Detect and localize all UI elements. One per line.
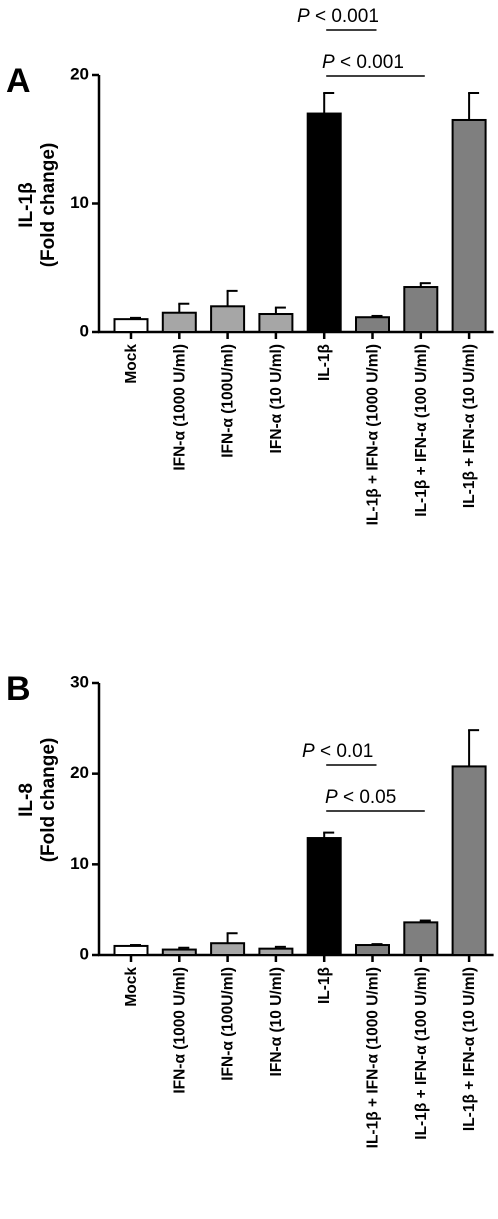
significance-label: P < 0.01 <box>302 741 373 762</box>
bar <box>113 944 149 957</box>
p-value: < 0.05 <box>338 787 397 808</box>
bar <box>210 305 246 333</box>
y-tick-label: 10 <box>70 854 89 873</box>
y-tick-label: 0 <box>80 944 89 963</box>
x-tick-label: Mock <box>123 344 140 384</box>
bar <box>355 316 390 334</box>
x-tick-label: IFN-α (1000 U/ml) <box>171 967 188 1094</box>
bar <box>403 921 439 956</box>
x-tick-label: IL-1β + IFN-α (100 U/ml) <box>413 967 430 1140</box>
bar <box>258 313 294 334</box>
y-axis-label: IL-8 <box>16 783 37 817</box>
p-value: < 0.001 <box>310 6 379 27</box>
bar <box>161 311 197 334</box>
y-tick-label: 20 <box>70 763 89 782</box>
bar <box>210 942 246 956</box>
y-tick-label: 30 <box>70 672 89 691</box>
y-tick-label: 20 <box>70 64 89 83</box>
bar <box>306 837 342 956</box>
bar <box>403 286 439 333</box>
x-tick-label: IL-1β + IFN-α (1000 U/ml) <box>365 344 382 525</box>
chart-panel-b: B IL-8 (Fold change) 0 10 20 30 Mock IFN-α (1000… <box>6 670 494 1148</box>
significance-label: P < 0.05 <box>325 787 396 808</box>
x-tick-label: IFN-α (100U/ml) <box>220 344 237 458</box>
p-symbol: P <box>325 787 338 808</box>
x-tick-label: Mock <box>123 967 140 1007</box>
panel-letter: A <box>6 62 31 100</box>
x-tick-label: IFN-α (1000 U/ml) <box>171 344 188 471</box>
y-axis-label: IL-1β <box>16 182 37 227</box>
y-tick-label: 0 <box>80 321 89 340</box>
p-symbol: P <box>322 52 335 73</box>
p-value: < 0.001 <box>335 52 404 73</box>
bar <box>451 765 487 956</box>
y-axis-label-unit: (Fold change) <box>38 738 59 863</box>
y-tick-label: 10 <box>70 193 89 212</box>
significance-label: P < 0.001 <box>322 52 404 73</box>
bar <box>161 948 197 956</box>
x-tick-label: IL-1β + IFN-α (10 U/ml) <box>461 967 478 1131</box>
x-tick-label: IL-1β + IFN-α (100 U/ml) <box>413 344 430 517</box>
x-tick-label: IL-1β + IFN-α (10 U/ml) <box>461 344 478 508</box>
x-tick-label: IFN-α (10 U/ml) <box>268 344 285 453</box>
p-symbol: P <box>302 741 315 762</box>
x-tick-label: IFN-α (100U/ml) <box>220 967 237 1081</box>
bar <box>306 112 342 333</box>
y-axis-label-unit: (Fold change) <box>38 143 59 268</box>
p-symbol: P <box>297 6 310 27</box>
bar <box>355 944 390 957</box>
bar <box>451 118 487 333</box>
bar <box>113 318 149 333</box>
x-tick-label: IL-1β <box>316 967 333 1004</box>
x-tick-label: IFN-α (10 U/ml) <box>268 967 285 1076</box>
p-value: < 0.01 <box>315 741 374 762</box>
panel-letter: B <box>6 670 31 708</box>
x-tick-label: IL-1β + IFN-α (1000 U/ml) <box>365 967 382 1148</box>
significance-label: P < 0.001 <box>297 6 379 27</box>
bar <box>258 947 294 956</box>
x-tick-label: IL-1β <box>316 344 333 381</box>
